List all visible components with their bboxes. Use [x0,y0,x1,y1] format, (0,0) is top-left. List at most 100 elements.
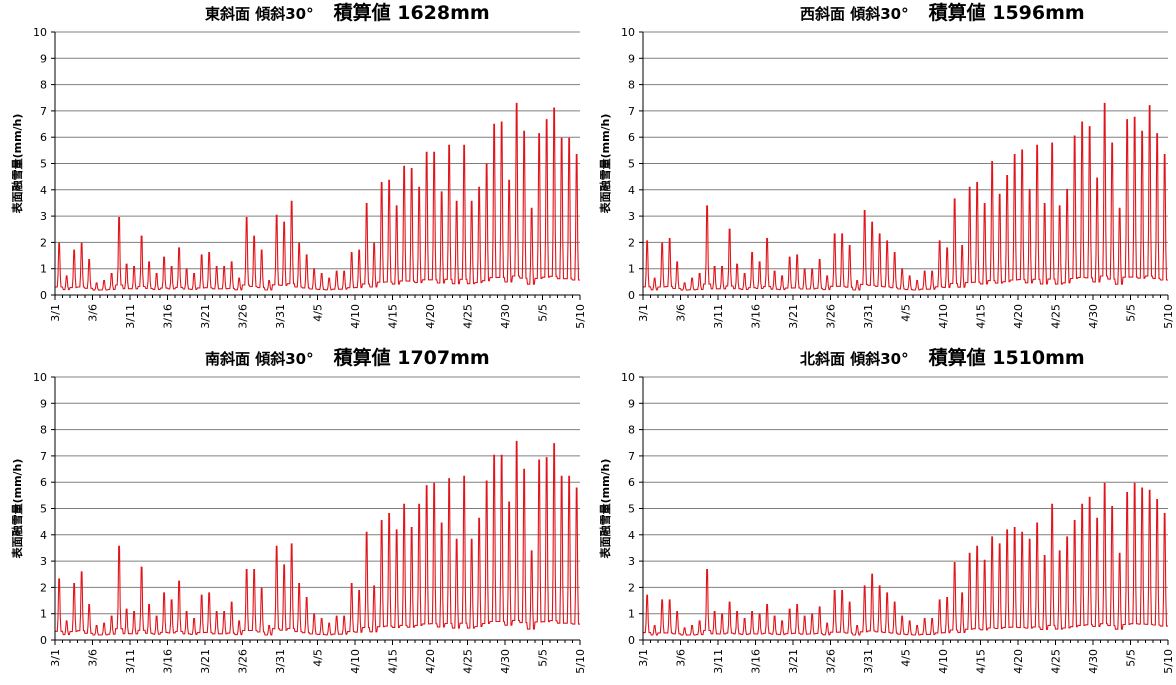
x-tick-label: 4/25 [462,649,475,674]
chart-panel: 東斜面 傾斜30° 積算値 1628mm 0 1 2 3 4 5 6 7 8 9 10 表面融雪量(mm/… [0,0,588,340]
x-tick-label: 4/10 [349,304,362,329]
x-tick-label: 3/11 [124,649,137,674]
x-tick-label: 4/10 [937,304,950,329]
y-tick-label: 7 [628,450,635,463]
x-tick-label: 4/30 [1087,649,1100,674]
x-tick-label: 3/26 [825,649,838,674]
chart-title-slope: 東斜面 傾斜30° [205,5,314,23]
y-tick-label: 2 [40,581,47,594]
y-tick-label: 3 [628,555,635,568]
y-tick-label: 5 [628,503,635,516]
x-tick-label: 3/26 [825,304,838,329]
x-tick-label: 3/1 [49,304,62,322]
chart-svg: 0 1 2 3 4 5 6 7 8 9 10 表面融雪量(mm/h) 3/1 3/6 3/11 3/16 3/2… [10,371,587,674]
x-tick-label: 3/16 [750,649,763,674]
chart-title: 東斜面 傾斜30° 積算値 1628mm [205,0,490,26]
y-tick-label: 2 [40,236,47,249]
y-tick-label: 0 [628,634,635,647]
x-tick-label: 4/25 [1050,649,1063,674]
x-tick-label: 3/21 [787,304,800,329]
x-tick-label: 3/6 [87,649,100,667]
y-tick-label: 5 [40,503,47,516]
x-tick-label: 4/10 [349,649,362,674]
x-tick-label: 4/25 [1050,304,1063,329]
y-tick-label: 4 [628,184,635,197]
x-tick-label: 5/5 [1125,304,1138,322]
chart-title-slope: 南斜面 傾斜30° [205,350,314,368]
x-tick-label: 4/15 [975,649,988,674]
chart-title-total: 積算値 1628mm [333,2,490,24]
x-tick-label: 3/1 [637,304,650,322]
x-tick-label: 4/5 [900,649,913,667]
x-tick-label: 5/10 [574,649,587,674]
chart-panel: 西斜面 傾斜30° 積算値 1596mm 0 1 2 3 4 5 6 7 8 9 10 表面融雪量(mm/… [588,0,1176,340]
series-line [643,102,1168,291]
y-tick-label: 0 [40,289,47,302]
y-tick-label: 3 [40,555,47,568]
series-line [55,440,580,636]
y-tick-label: 10 [621,371,635,384]
y-tick-label: 8 [628,79,635,92]
x-tick-label: 3/31 [862,649,875,674]
y-tick-label: 5 [628,158,635,171]
y-tick-label: 10 [621,26,635,39]
chart-title-slope: 西斜面 傾斜30° [800,5,909,23]
y-tick-label: 4 [40,184,47,197]
y-tick-label: 1 [40,608,47,621]
chart-svg: 0 1 2 3 4 5 6 7 8 9 10 表面融雪量(mm/h) 3/1 3/6 3/11 3/16 3/2… [10,26,587,329]
y-tick-label: 3 [40,210,47,223]
y-tick-label: 0 [628,289,635,302]
y-tick-label: 6 [40,131,47,144]
x-tick-label: 3/16 [162,304,175,329]
chart-title: 北斜面 傾斜30° 積算値 1510mm [800,345,1085,371]
x-tick-label: 3/6 [87,304,100,322]
y-axis-label: 表面融雪量(mm/h) [10,114,24,215]
x-tick-label: 3/11 [712,649,725,674]
x-tick-label: 3/6 [675,649,688,667]
x-tick-label: 4/20 [1012,649,1025,674]
x-tick-label: 3/21 [199,304,212,329]
y-tick-label: 3 [628,210,635,223]
chart-title: 南斜面 傾斜30° 積算値 1707mm [205,345,490,371]
chart-panel: 北斜面 傾斜30° 積算値 1510mm 0 1 2 3 4 5 6 7 8 9 10 表面融雪量(mm/… [588,345,1176,685]
y-tick-label: 2 [628,236,635,249]
x-tick-label: 5/10 [1162,649,1175,674]
x-tick-label: 5/5 [537,649,550,667]
x-tick-label: 4/5 [900,304,913,322]
chart-svg: 0 1 2 3 4 5 6 7 8 9 10 表面融雪量(mm/h) 3/1 3/6 3/11 3/16 3/2… [598,371,1175,674]
x-tick-label: 3/11 [712,304,725,329]
y-tick-label: 7 [40,450,47,463]
y-tick-label: 2 [628,581,635,594]
y-tick-label: 6 [628,476,635,489]
y-tick-label: 9 [40,397,47,410]
x-tick-label: 3/31 [274,304,287,329]
x-tick-label: 4/15 [387,649,400,674]
y-tick-label: 1 [40,263,47,276]
x-tick-label: 3/26 [237,304,250,329]
x-tick-label: 4/5 [312,649,325,667]
chart-title-total: 積算値 1596mm [928,2,1085,24]
y-axis-label: 表面融雪量(mm/h) [598,114,612,215]
x-tick-label: 4/20 [424,649,437,674]
y-tick-label: 10 [33,371,47,384]
y-tick-label: 8 [40,424,47,437]
x-tick-label: 3/16 [162,649,175,674]
series-line [55,102,580,291]
chart-title-total: 積算値 1707mm [333,347,490,369]
x-tick-label: 3/6 [675,304,688,322]
x-tick-label: 4/15 [387,304,400,329]
y-tick-label: 1 [628,263,635,276]
y-tick-label: 0 [40,634,47,647]
y-tick-label: 1 [628,608,635,621]
chart-panel: 南斜面 傾斜30° 積算値 1707mm 0 1 2 3 4 5 6 7 8 9 10 表面融雪量(mm/… [0,345,588,685]
chart-svg: 0 1 2 3 4 5 6 7 8 9 10 表面融雪量(mm/h) 3/1 3/6 3/11 3/16 3/2… [598,26,1175,329]
x-tick-label: 3/11 [124,304,137,329]
x-tick-label: 4/15 [975,304,988,329]
y-tick-label: 4 [40,529,47,542]
y-tick-label: 8 [628,424,635,437]
x-tick-label: 5/5 [537,304,550,322]
x-tick-label: 3/31 [274,649,287,674]
x-tick-label: 5/10 [1162,304,1175,329]
chart-title-slope: 北斜面 傾斜30° [800,350,909,368]
